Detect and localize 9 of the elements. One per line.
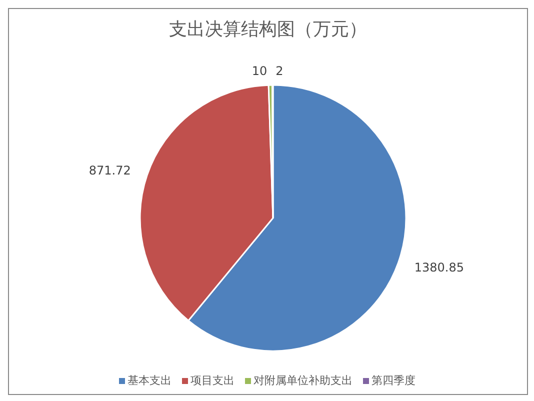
data-label: 2 <box>276 64 284 78</box>
data-label: 871.72 <box>88 164 131 178</box>
legend-label: 对附属单位补助支出 <box>252 373 352 388</box>
chart-title: 支出决算结构图（万元） <box>168 18 368 42</box>
legend-label: 第四季度 <box>370 373 416 388</box>
legend-label: 基本支出 <box>126 373 172 388</box>
legend-label: 项目支出 <box>190 373 234 388</box>
data-label: 10 <box>252 64 268 78</box>
data-label: 1380.85 <box>414 260 464 275</box>
